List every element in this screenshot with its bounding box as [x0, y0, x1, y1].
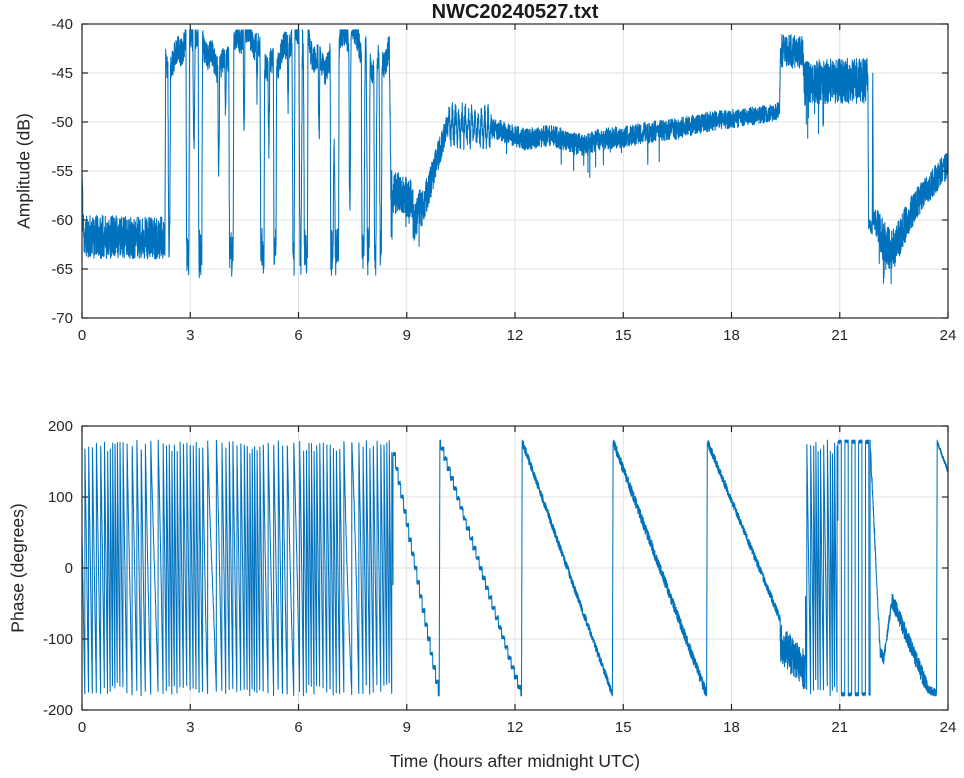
x-tick-label: 6: [294, 327, 302, 344]
y-tick-label: -60: [51, 212, 73, 229]
x-tick-label: 0: [78, 327, 86, 344]
y-tick-label: -40: [51, 16, 73, 33]
x-tick-label: 15: [615, 719, 632, 736]
y-tick-label: -70: [51, 310, 73, 327]
amplitude-axes: 0 3 6 9 12 15 18 21 24 -70 -65 -60 -55 -50 -45 -40: [51, 16, 956, 344]
amplitude-trace-layer: [82, 29, 948, 285]
x-tick-label: 15: [615, 327, 632, 344]
phase-trace-layer: [82, 439, 948, 697]
x-tick-label: 3: [186, 719, 194, 736]
y-tick-label: -200: [43, 702, 73, 719]
x-tick-label: 0: [78, 719, 86, 736]
x-tick-label: 12: [507, 719, 524, 736]
x-tick-label: 9: [403, 719, 411, 736]
phase-axes: 0 3 6 9 12 15 18 21 24 -200 -100 0 100 200: [43, 418, 956, 736]
amplitude-trace: [82, 29, 948, 285]
y-tick-label: 100: [48, 489, 73, 506]
y-tick-label: -65: [51, 261, 73, 278]
x-axis-label: Time (hours after midnight UTC): [389, 751, 641, 771]
x-tick-label: 21: [831, 327, 848, 344]
x-tick-label: 9: [403, 327, 411, 344]
x-tick-label: 6: [294, 719, 302, 736]
y-tick-label: 0: [65, 560, 73, 577]
y-tick-label: -100: [43, 631, 73, 648]
x-tick-label: 3: [186, 327, 194, 344]
x-tick-label: 21: [831, 719, 848, 736]
y-tick-label: -55: [51, 163, 73, 180]
y-tick-label: 200: [48, 418, 73, 435]
x-tick-label: 24: [940, 719, 957, 736]
x-tick-label: 18: [723, 719, 740, 736]
phase-trace: [82, 439, 948, 697]
x-tick-label: 18: [723, 327, 740, 344]
x-tick-label: 24: [940, 327, 957, 344]
y-tick-label: -45: [51, 65, 73, 82]
x-tick-label: 12: [507, 327, 524, 344]
y-tick-label: -50: [51, 114, 73, 131]
figure-title: NWC20240527.txt: [431, 1, 599, 23]
